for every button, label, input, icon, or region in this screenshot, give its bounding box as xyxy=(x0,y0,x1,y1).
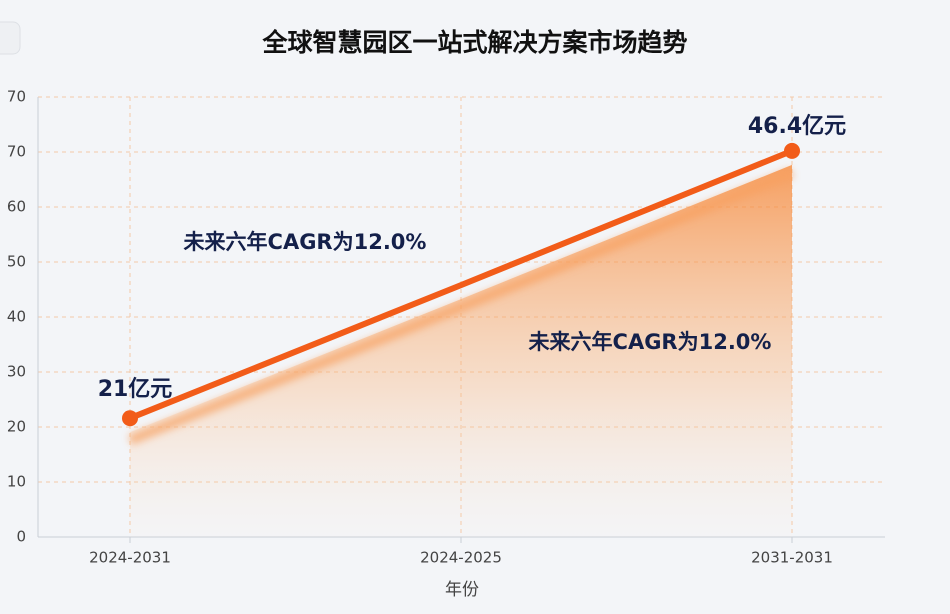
point xyxy=(122,410,138,427)
y-tick-label: 40 xyxy=(7,308,26,326)
corner-icon[interactable] xyxy=(0,21,21,55)
annotation: 未来六年CAGR为12.0% xyxy=(184,230,427,254)
y-tick-label: 60 xyxy=(7,198,26,216)
area-fill xyxy=(130,164,792,537)
point xyxy=(784,142,800,159)
annotation: 46.4亿元 xyxy=(748,114,846,139)
y-tick-label: 50 xyxy=(7,253,26,271)
y-tick-label: 0 xyxy=(16,528,26,546)
y-tick-label: 30 xyxy=(7,363,26,381)
x-axis-label: 年份 xyxy=(445,580,479,600)
annotation: 21亿元 xyxy=(98,377,173,402)
y-tick-label: 20 xyxy=(7,418,26,436)
y-tick-label: 70 xyxy=(7,143,26,161)
annotation: 未来六年CAGR为12.0% xyxy=(529,330,772,354)
x-tick-label: 2024-2025 xyxy=(420,549,502,567)
line xyxy=(127,147,795,422)
y-tick-label: 10 xyxy=(7,473,26,491)
x-tick-label: 2031-2031 xyxy=(751,549,833,567)
x-tick-label: 2024-2031 xyxy=(89,549,171,567)
line-glow xyxy=(128,168,794,445)
y-tick-label: 70 xyxy=(7,88,26,106)
chart-title: 全球智慧园区一站式解决方案市场趋势 xyxy=(261,28,687,57)
